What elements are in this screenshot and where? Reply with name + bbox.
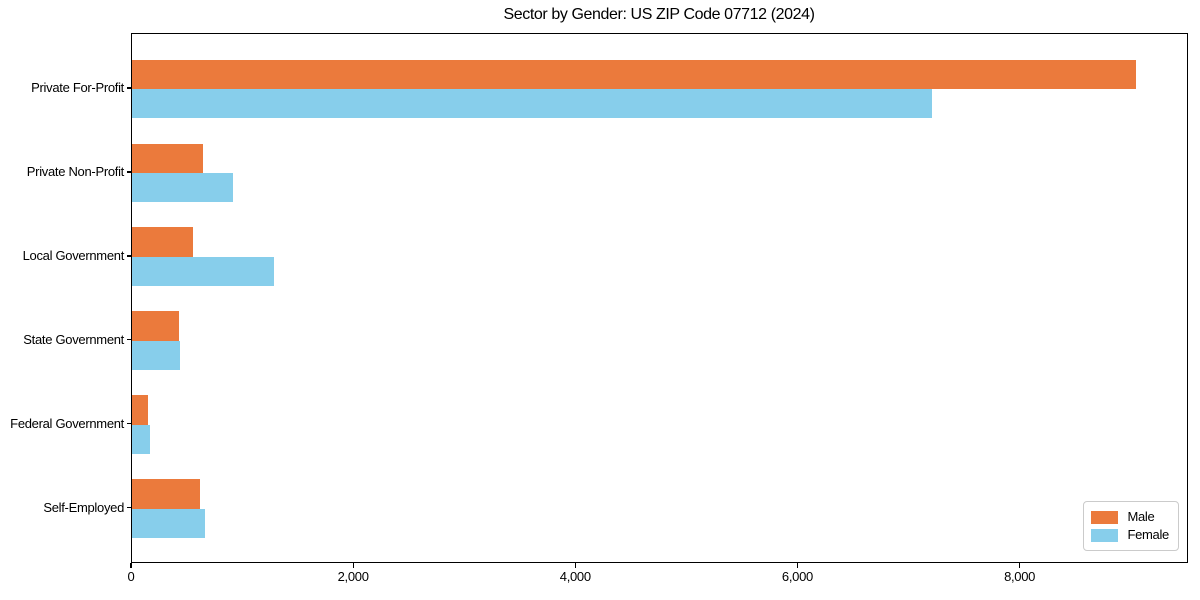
bar-female-private-non-profit <box>132 172 234 203</box>
x-tick-mark <box>352 563 354 568</box>
legend-label-female: Female <box>1127 527 1169 542</box>
legend-swatch-female <box>1091 528 1119 542</box>
y-tick-label-local-government: Local Government <box>22 247 125 263</box>
x-tick-label-6-000: 6,000 <box>781 569 813 584</box>
bar-female-state-government <box>132 340 180 371</box>
y-tick-mark <box>126 339 131 341</box>
y-tick-mark <box>126 171 131 173</box>
y-tick-label-state-government: State Government <box>23 331 124 347</box>
x-tick-label-2-000: 2,000 <box>337 569 369 584</box>
y-tick-mark <box>126 423 131 425</box>
bar-female-federal-government <box>132 424 150 455</box>
x-tick-mark <box>130 563 132 568</box>
bar-male-private-non-profit <box>132 143 203 173</box>
x-tick-label-4-000: 4,000 <box>559 569 591 584</box>
bar-male-self-employed <box>132 479 200 509</box>
legend-swatch-male <box>1091 510 1119 524</box>
y-tick-label-federal-government: Federal Government <box>10 415 124 431</box>
x-tick-label-0: 0 <box>127 569 135 584</box>
legend-label-male: Male <box>1127 509 1155 524</box>
bar-female-self-employed <box>132 508 206 539</box>
bar-male-private-for-profit <box>132 59 1137 89</box>
y-tick-label-private-non-profit: Private Non-Profit <box>26 163 125 179</box>
x-tick-mark <box>796 563 799 568</box>
bar-female-local-government <box>132 256 275 287</box>
bar-male-local-government <box>132 227 193 257</box>
y-tick-mark <box>126 87 131 89</box>
bar-male-federal-government <box>132 395 148 425</box>
legend: Male Female <box>1083 501 1179 551</box>
plot-area: Male Female <box>131 33 1188 563</box>
y-tick-label-self-employed: Self-Employed <box>43 499 124 515</box>
y-tick-mark <box>126 507 131 509</box>
legend-entry-male: Male <box>1091 509 1169 525</box>
chart-title: Sector by Gender: US ZIP Code 07712 (202… <box>503 6 815 23</box>
x-tick-mark <box>1018 563 1021 568</box>
y-tick-label-private-for-profit: Private For-Profit <box>31 80 124 95</box>
x-tick-mark <box>574 563 576 568</box>
x-tick-label-8-000: 8,000 <box>1004 569 1036 584</box>
y-tick-mark <box>126 255 131 257</box>
bar-female-private-for-profit <box>132 89 933 119</box>
bar-male-state-government <box>132 311 179 341</box>
legend-entry-female: Female <box>1091 527 1169 543</box>
